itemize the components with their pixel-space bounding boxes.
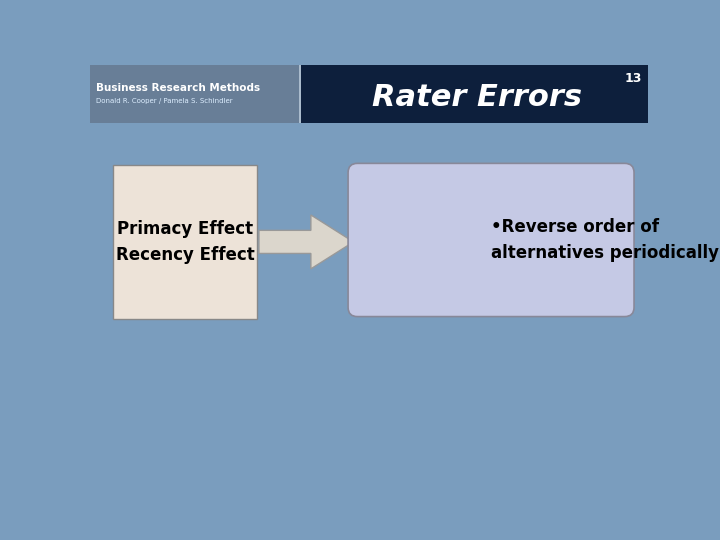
Bar <box>300 65 301 123</box>
Polygon shape <box>259 215 354 269</box>
Text: Primacy Effect
Recency Effect: Primacy Effect Recency Effect <box>116 220 254 264</box>
Bar <box>113 165 256 319</box>
Text: Donald R. Cooper / Pamela S. Schindler: Donald R. Cooper / Pamela S. Schindler <box>96 98 233 104</box>
Text: Rater Errors: Rater Errors <box>372 83 582 112</box>
Text: •Reverse order of
alternatives periodically: •Reverse order of alternatives periodica… <box>491 218 719 262</box>
Text: 13: 13 <box>624 72 642 85</box>
Text: Business Research Methods: Business Research Methods <box>96 83 261 93</box>
FancyBboxPatch shape <box>348 164 634 316</box>
Bar <box>90 65 648 123</box>
Bar <box>90 65 300 123</box>
